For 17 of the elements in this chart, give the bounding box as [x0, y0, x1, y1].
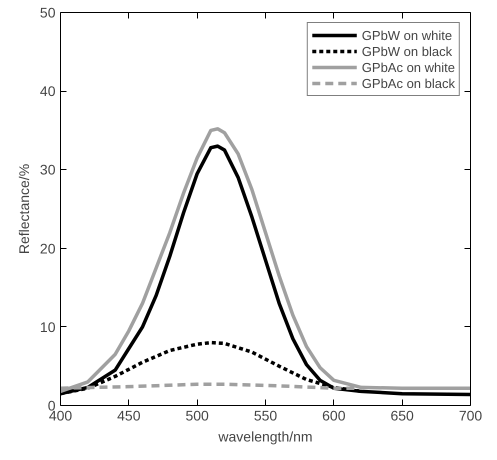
y-tick-label: 50: [40, 4, 56, 20]
x-tick-label: 600: [322, 408, 346, 424]
x-tick-label: 650: [390, 408, 414, 424]
y-tick-label: 20: [40, 240, 56, 256]
x-tick-label: 700: [458, 408, 482, 424]
y-tick-label: 30: [40, 162, 56, 178]
x-axis-title: wavelength/nm: [217, 428, 313, 444]
x-tick-label: 550: [254, 408, 278, 424]
y-tick-label: 40: [40, 83, 56, 100]
x-tick-label: 450: [117, 408, 141, 424]
y-tick-label: 10: [40, 318, 56, 335]
legend-label: GPbW on white: [362, 27, 452, 43]
legend-label: GPbAc on black: [362, 75, 455, 91]
x-tick-label: 500: [185, 408, 210, 424]
y-axis-title: Reflectance/%: [16, 164, 32, 254]
legend-label: GPbW on black: [362, 43, 452, 59]
legend-label: GPbAc on white: [362, 59, 455, 75]
